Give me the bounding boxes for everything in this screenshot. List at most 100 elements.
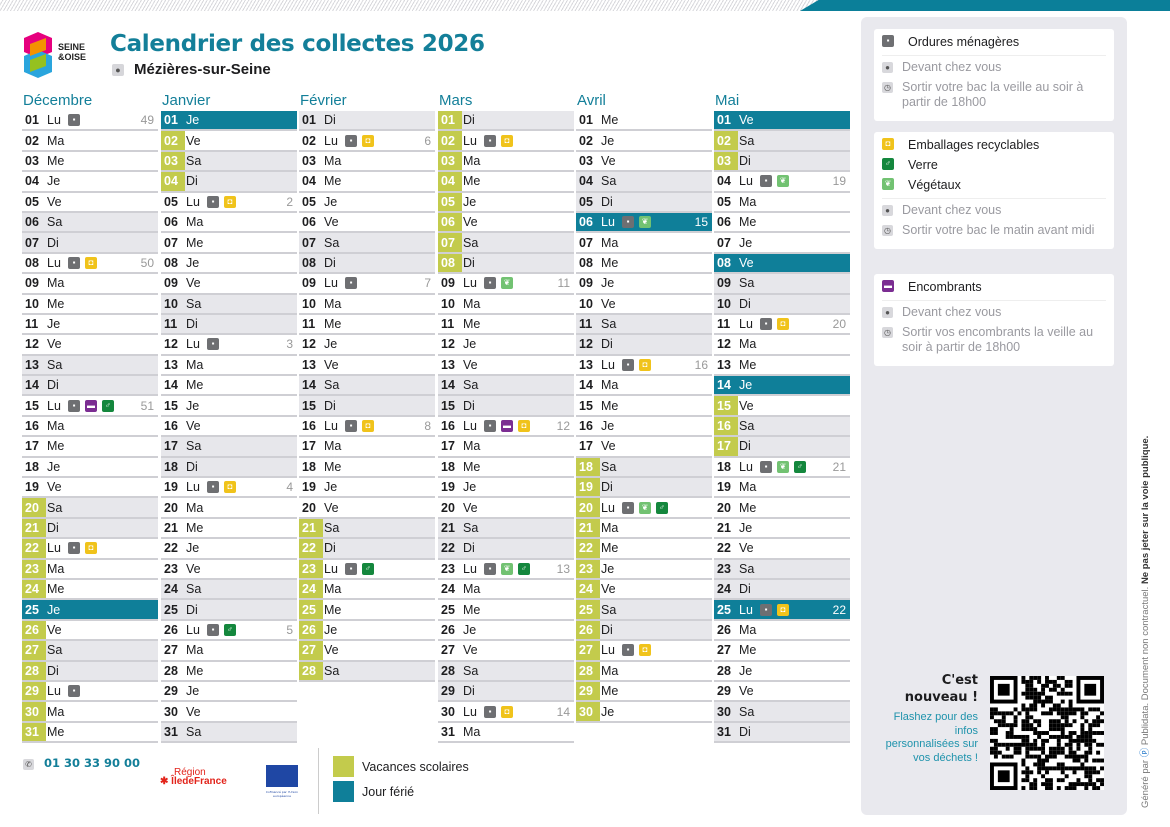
day-number: 27: [576, 641, 600, 660]
weekday: Di: [601, 480, 613, 495]
phone-icon: ✆: [23, 758, 34, 770]
day-row: 11 Me: [438, 314, 574, 336]
day-number: 11: [717, 317, 731, 332]
legend-where: Devant chez vous: [902, 203, 1002, 217]
day-row: 07 Sa: [299, 233, 435, 254]
day-number: 06: [438, 212, 462, 232]
month-name: Décembre: [23, 92, 93, 109]
day-row: 28 Me: [161, 661, 297, 682]
day-row: 24 Di: [714, 579, 850, 601]
weekday: Ve: [601, 153, 616, 168]
day-row: 08 Lu ▪ ◘ 50: [22, 253, 158, 275]
month-name: Avril: [577, 92, 606, 109]
weekday: Di: [739, 296, 751, 311]
phone-contact[interactable]: ✆ 01 30 33 90 00: [23, 756, 140, 770]
weekday: Ve: [186, 276, 201, 291]
day-row: 12 Ve: [22, 335, 158, 356]
trash-icon: ▪: [68, 542, 80, 555]
day-row: 08 Je: [161, 253, 297, 275]
day-row: 02 Ma: [22, 131, 158, 152]
week-number: 50: [140, 255, 154, 270]
day-row: 12 Je: [299, 335, 435, 356]
day-number: 12: [164, 337, 178, 352]
day-number: 23: [164, 561, 178, 576]
day-row: 15 Lu ▪ ▬ ♂ 51: [22, 396, 158, 417]
day-number: 12: [25, 337, 39, 352]
weekday: Lu: [463, 419, 477, 434]
weekday: Sa: [739, 276, 755, 291]
day-row: 16 Lu ▪ ◘ 8: [299, 416, 435, 438]
day-row: 30 Ma: [22, 702, 158, 723]
weekday: Lu: [601, 357, 615, 372]
day-number: 27: [22, 641, 46, 660]
packaging-icon: ◘: [362, 420, 374, 433]
phone-number: 01 30 33 90 00: [44, 756, 141, 770]
day-number: 15: [579, 398, 593, 413]
weekday: Ma: [463, 296, 481, 311]
weekday: Me: [324, 602, 342, 617]
day-number: 30: [22, 702, 46, 721]
weekday: Je: [47, 317, 61, 332]
legend-when: Sortir vos encombrants la veille au soir…: [902, 325, 1094, 354]
day-row: 17 Ma: [438, 437, 574, 458]
day-row: 05 Ve: [22, 192, 158, 213]
month-name: Mai: [715, 92, 740, 109]
day-row: 17 Ve: [576, 437, 712, 458]
trash-icon: ▪: [68, 256, 80, 269]
weekday: Sa: [601, 317, 617, 332]
day-number: 24: [717, 582, 731, 597]
day-number: 18: [302, 459, 316, 474]
town-label: ● Mézières-sur-Seine: [112, 61, 271, 78]
weekday: Ma: [739, 622, 757, 637]
day-number: 07: [25, 235, 39, 250]
day-number: 10: [441, 296, 455, 311]
day-number: 03: [302, 153, 316, 168]
weekday: Lu: [324, 276, 338, 291]
day-number: 08: [717, 255, 731, 270]
weekday: Je: [463, 194, 477, 209]
day-row: 06 Ve: [438, 212, 574, 234]
day-number: 01: [579, 113, 593, 128]
day-number: 09: [441, 276, 455, 291]
day-number: 11: [25, 317, 39, 332]
day-number: 18: [441, 459, 455, 474]
disclaimer: . Document non contractuel.: [1140, 586, 1151, 706]
day-number: 20: [717, 500, 731, 515]
day-row: 13 Ma: [161, 355, 297, 377]
day-row: 29 Me: [576, 681, 712, 703]
day-number: 12: [579, 337, 593, 352]
trash-icon: ▪: [622, 501, 634, 514]
trash-icon: ▪: [760, 460, 772, 473]
day-number: 04: [302, 174, 316, 189]
day-number: 16: [441, 419, 455, 434]
trash-icon: ▪: [484, 562, 496, 575]
weekday: Sa: [47, 500, 63, 515]
weekday: Ve: [324, 643, 339, 658]
day-number: 13: [164, 357, 178, 372]
day-row: 20 Lu ▪ ❦ ♂: [576, 498, 712, 519]
day-row: 20 Ma: [161, 498, 297, 519]
weekday: Di: [47, 663, 59, 678]
day-row: 26 Lu ▪ ♂ 5: [161, 620, 297, 642]
day-row: 09 Lu ▪ ❦ 11: [438, 274, 574, 295]
weekday: Me: [324, 317, 342, 332]
vacances-swatch: [333, 756, 354, 777]
day-number: 02: [161, 131, 185, 150]
weekday: Ma: [324, 296, 342, 311]
day-row: 17 Sa: [161, 437, 297, 458]
day-row: 24 Ma: [438, 579, 574, 601]
weekday: Di: [324, 541, 336, 556]
qr-code[interactable]: [990, 676, 1104, 790]
day-number: 22: [576, 539, 600, 558]
weekday: Sa: [186, 439, 202, 454]
day-row: 25 Di: [161, 600, 297, 621]
day-row: 31 Sa: [161, 722, 297, 744]
legend-ferie: Jour férié: [333, 781, 414, 802]
day-number: 05: [25, 194, 39, 209]
generated-by: Généré par: [1140, 759, 1151, 808]
weekday: Sa: [47, 215, 63, 230]
eu-caption: Cofinancé par l'Union européenne: [265, 790, 299, 798]
day-number: 14: [717, 378, 731, 393]
weekday: Sa: [186, 724, 202, 739]
legend-title: Encombrants: [908, 280, 982, 294]
